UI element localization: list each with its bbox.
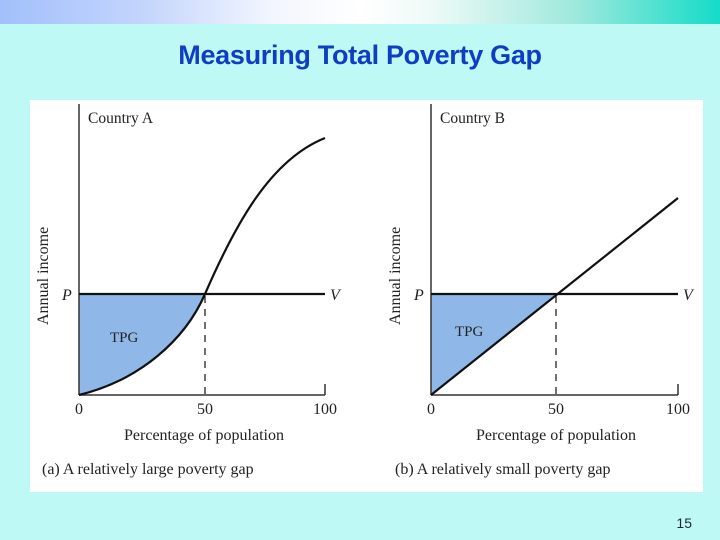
tpg-area-a [79, 294, 205, 395]
caption-a: (a) A relatively large poverty gap [42, 461, 254, 478]
tpg-label-b: TPG [455, 324, 484, 340]
tpg-label-a: TPG [110, 330, 139, 346]
y-axis-label-b: Annual income [387, 227, 404, 325]
x-axis-label-a: Percentage of population [124, 427, 284, 444]
p-label-b: P [413, 287, 424, 304]
caption-b: (b) A relatively small poverty gap [395, 461, 611, 478]
x-tick-label-0-a: 0 [75, 401, 83, 418]
slide-title: Measuring Total Poverty Gap [178, 40, 542, 70]
y-axis-label-a: Annual income [35, 227, 52, 325]
chart-title-a: Country A [88, 110, 154, 127]
x-axis-label-b: Percentage of population [476, 427, 636, 444]
x-tick-label-0-b: 0 [427, 401, 435, 418]
income-curve-a [78, 136, 326, 397]
chart-country-a: Country A Annual income P V TPG 0 50 100… [35, 104, 342, 478]
chart-country-b: Country B Annual income P V TPG 0 50 100… [387, 104, 695, 478]
v-label-a: V [330, 287, 342, 304]
income-line-b [430, 197, 679, 396]
p-label-a: P [61, 287, 72, 304]
header-gradient-bar [0, 0, 720, 24]
x-tick-label-50-a: 50 [197, 401, 213, 418]
x-tick-label-100-a: 100 [313, 401, 337, 418]
page-number: 15 [676, 515, 692, 531]
v-label-b: V [683, 287, 695, 304]
chart-title-b: Country B [440, 110, 505, 127]
x-tick-label-100-b: 100 [666, 401, 690, 418]
x-tick-label-50-b: 50 [548, 401, 564, 418]
